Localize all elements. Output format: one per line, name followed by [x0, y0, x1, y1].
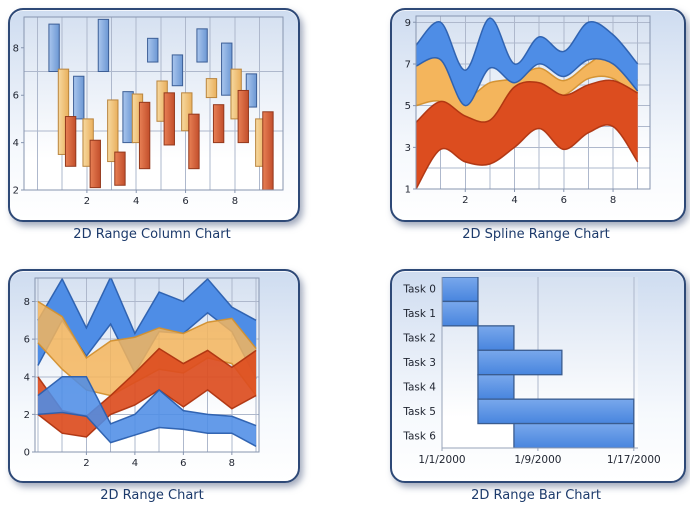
svg-text:2: 2	[84, 196, 90, 207]
svg-text:Task 0: Task 0	[402, 284, 436, 296]
svg-text:4: 4	[24, 372, 30, 383]
svg-text:5: 5	[405, 101, 411, 112]
range-column-chart: 2 4 6 8 2 4 6 8	[13, 16, 284, 207]
panel-range-bar-chart[interactable]: Task 0 Task 1 Task 2 Task 3 Task 4 Task 5 Task…	[390, 269, 686, 483]
svg-text:8: 8	[232, 196, 238, 207]
range-chart: 2 4 6 8 0 2 4 6 8	[24, 277, 260, 469]
svg-text:4: 4	[13, 138, 19, 149]
svg-text:Task 5: Task 5	[402, 406, 436, 418]
svg-text:2: 2	[462, 195, 468, 206]
svg-text:1/17/2000: 1/17/2000	[607, 454, 661, 466]
svg-text:6: 6	[182, 196, 188, 207]
svg-text:1/9/2000: 1/9/2000	[514, 454, 561, 466]
svg-text:8: 8	[13, 43, 19, 54]
svg-text:2: 2	[13, 186, 19, 197]
svg-text:Task 3: Task 3	[402, 357, 436, 369]
panel-spline-range-chart[interactable]: 2 4 6 8 1 3 5 7 9	[390, 8, 686, 222]
svg-text:Task 1: Task 1	[402, 308, 436, 320]
svg-text:6: 6	[561, 195, 567, 206]
svg-text:8: 8	[610, 195, 616, 206]
svg-text:6: 6	[180, 458, 186, 469]
svg-text:Task 4: Task 4	[402, 381, 436, 393]
caption-range-chart: 2D Range Chart	[100, 488, 204, 503]
svg-text:4: 4	[511, 195, 517, 206]
svg-text:1/1/2000: 1/1/2000	[418, 454, 465, 466]
svg-text:Task 6: Task 6	[402, 430, 436, 442]
svg-text:6: 6	[13, 91, 19, 102]
svg-text:9: 9	[405, 18, 411, 29]
panel-range-chart[interactable]: 2 4 6 8 0 2 4 6 8	[8, 269, 300, 483]
svg-text:8: 8	[24, 297, 30, 308]
svg-text:0: 0	[24, 448, 30, 459]
caption-spline-range-chart: 2D Spline Range Chart	[462, 227, 610, 242]
spline-range-chart: 2 4 6 8 1 3 5 7 9	[405, 15, 651, 206]
svg-text:6: 6	[24, 335, 30, 346]
svg-text:2: 2	[24, 410, 30, 421]
svg-text:1: 1	[405, 185, 411, 196]
caption-range-bar-chart: 2D Range Bar Chart	[471, 488, 601, 503]
svg-text:7: 7	[405, 59, 411, 70]
caption-range-column-chart: 2D Range Column Chart	[73, 227, 231, 242]
svg-text:Task 2: Task 2	[402, 333, 436, 345]
svg-text:8: 8	[229, 458, 235, 469]
svg-text:4: 4	[132, 458, 138, 469]
range-bar-chart: Task 0 Task 1 Task 2 Task 3 Task 4 Task 5 Task…	[402, 277, 661, 466]
svg-text:4: 4	[133, 196, 139, 207]
svg-text:2: 2	[83, 458, 89, 469]
panel-range-column-chart[interactable]: 2 4 6 8 2 4 6 8	[8, 8, 300, 222]
svg-text:3: 3	[405, 143, 411, 154]
